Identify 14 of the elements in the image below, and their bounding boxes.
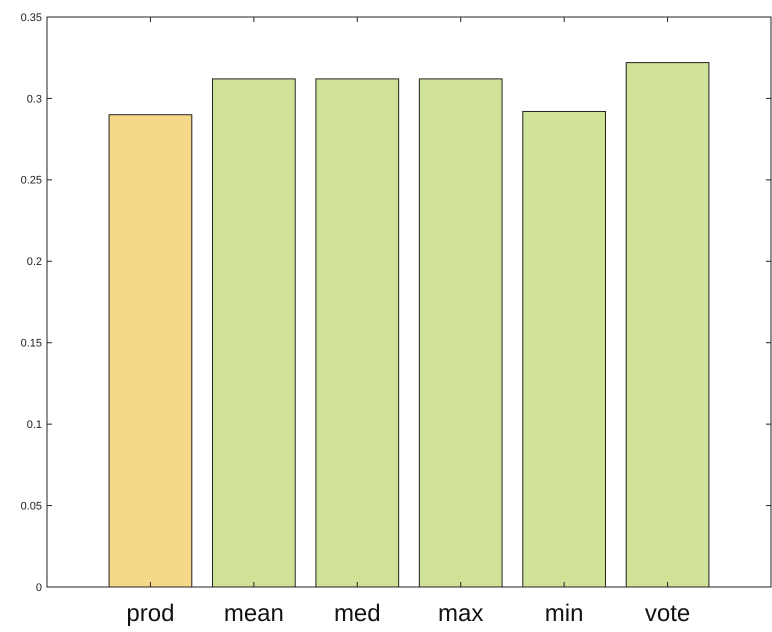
y-tick-label: 0.2	[26, 256, 42, 268]
y-tick-label: 0	[36, 582, 42, 594]
x-tick-label: med	[334, 600, 381, 627]
x-tick-label: prod	[126, 600, 174, 627]
y-tick-label: 0.15	[20, 338, 42, 350]
x-tick-label: max	[438, 600, 484, 627]
x-tick-label: mean	[224, 600, 284, 627]
y-tick-label: 0.35	[20, 12, 42, 24]
y-tick-label: 0.1	[26, 418, 42, 431]
y-tick-label: 0.05	[20, 500, 42, 512]
y-tick-label: 0.3	[26, 93, 42, 106]
y-tick-label: 0.25	[20, 174, 42, 187]
x-tick-label: vote	[644, 600, 690, 627]
x-tick-label: min	[544, 600, 584, 627]
